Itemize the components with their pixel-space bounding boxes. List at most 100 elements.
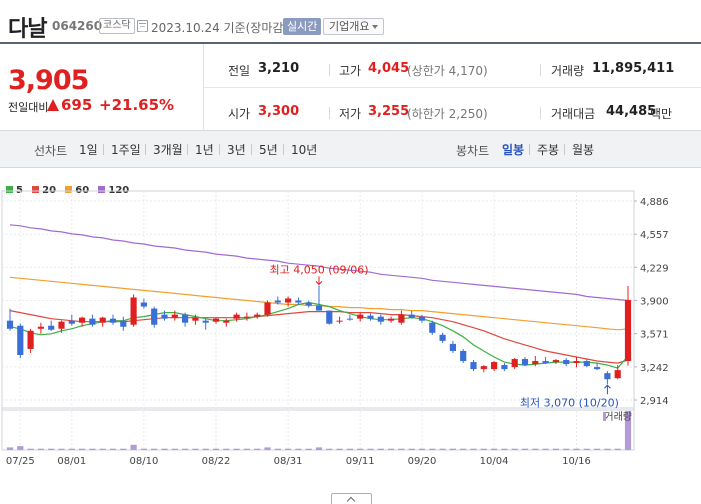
y-tick-label: 3,242 xyxy=(640,363,669,374)
tab-separator xyxy=(564,144,565,155)
volume-bar xyxy=(37,448,44,450)
change-label: 전일대비 xyxy=(8,101,49,114)
volume-bar xyxy=(491,448,498,450)
candle-body xyxy=(542,361,549,364)
candle-body xyxy=(398,314,405,323)
candle-body xyxy=(223,320,230,323)
candle-body xyxy=(89,318,96,325)
volume-bar xyxy=(573,448,580,450)
volume-legend-label: 거래량 xyxy=(604,411,632,423)
price-chart[interactable]: 5 20 60 120 4,886 4,557 4,229 3,900 3,571 3,2… xyxy=(0,168,701,504)
volume-bar xyxy=(429,448,436,450)
volume-bar xyxy=(161,448,168,450)
prev-close-value: 3,210 xyxy=(258,61,300,76)
tab-daily[interactable]: 일봉 xyxy=(502,143,525,157)
volume-bar xyxy=(130,444,137,450)
y-tick-label: 4,229 xyxy=(640,263,669,274)
candle-body xyxy=(254,314,261,317)
volume-bar xyxy=(79,448,86,450)
tab-3y[interactable]: 3년 xyxy=(227,143,246,157)
candle-body xyxy=(418,316,426,321)
volume-bar xyxy=(377,448,384,450)
calendar-icon xyxy=(137,20,148,32)
volume-bar xyxy=(563,448,570,450)
volume-bar xyxy=(594,448,601,450)
candle-body xyxy=(614,370,621,379)
tab-3m[interactable]: 3개월 xyxy=(153,143,183,157)
tab-separator xyxy=(103,144,104,155)
candle-body xyxy=(449,343,456,351)
candle-body xyxy=(305,302,312,306)
candle-body xyxy=(151,308,158,325)
volume-bar xyxy=(552,448,559,450)
tab-1y[interactable]: 1년 xyxy=(195,143,214,157)
volume-bar xyxy=(346,448,353,450)
stock-code: 064260 xyxy=(52,19,103,33)
separator xyxy=(540,64,541,76)
volume-bar xyxy=(233,448,240,450)
realtime-button[interactable]: 실시간 xyxy=(283,18,322,35)
candle-body xyxy=(388,318,395,321)
volume-label: 거래량 xyxy=(551,64,585,78)
chart-collapse-button[interactable] xyxy=(331,493,372,504)
y-tick-label: 2,914 xyxy=(640,396,669,407)
candle-body xyxy=(68,320,75,324)
tab-separator xyxy=(283,144,284,155)
candle-body xyxy=(79,317,86,323)
upper-limit: (상한가 4,170) xyxy=(407,64,488,78)
ma120-line xyxy=(9,224,629,302)
volume-bar xyxy=(202,448,209,450)
volume-bar xyxy=(624,411,632,450)
company-info-dropdown[interactable]: 기업개요 xyxy=(323,18,385,35)
prev-close-label: 전일 xyxy=(228,64,251,78)
tab-10y[interactable]: 10년 xyxy=(291,143,318,157)
up-triangle-icon xyxy=(47,99,59,111)
volume-bar xyxy=(460,448,467,450)
volume-bar xyxy=(151,448,158,450)
chevron-down-icon xyxy=(372,25,379,29)
volume-bar xyxy=(470,448,477,450)
tab-separator xyxy=(219,144,220,155)
tab-1w[interactable]: 1주일 xyxy=(111,143,141,157)
volume-bar xyxy=(439,448,446,450)
tab-monthly[interactable]: 월봉 xyxy=(572,143,595,157)
volume-bar xyxy=(27,448,34,450)
line-chart-label: 선차트 xyxy=(34,144,68,158)
volume-bar xyxy=(418,448,426,450)
low-label: 저가 xyxy=(339,107,362,121)
candle-body xyxy=(264,302,271,315)
volume-bar xyxy=(604,448,611,450)
company-info-label: 기업개요 xyxy=(329,20,370,33)
base-date: 2023.10.24 기준(장마감) xyxy=(151,21,289,35)
tab-5y[interactable]: 5년 xyxy=(259,143,278,157)
volume-bar xyxy=(532,448,539,450)
candle-body xyxy=(17,325,24,355)
x-tick-label: 09/20 xyxy=(408,456,437,467)
candle-body xyxy=(501,365,508,370)
candle-body xyxy=(460,350,467,362)
volume-bar xyxy=(305,448,312,450)
high-arrow-head xyxy=(315,281,323,286)
tab-weekly[interactable]: 주봉 xyxy=(537,143,560,157)
amount-unit: 백만 xyxy=(650,107,673,121)
candle-body xyxy=(58,321,65,329)
candle-body xyxy=(357,314,364,319)
volume-bar xyxy=(171,448,178,450)
volume-bar xyxy=(120,448,127,450)
low-value: 3,255 xyxy=(368,104,410,119)
volume-bar xyxy=(140,448,147,450)
quote-panel: 3,905 전일대비 695 +21.65% 전일 3,210 고가 4,045… xyxy=(0,44,701,131)
stock-name: 다날 xyxy=(8,17,47,42)
candle-body xyxy=(202,320,209,323)
volume-bar xyxy=(182,448,189,450)
candle-body xyxy=(192,317,199,321)
tab-1d[interactable]: 1일 xyxy=(79,143,98,157)
volume-bar xyxy=(501,448,508,450)
candle-body xyxy=(171,314,178,318)
candle-body xyxy=(161,314,168,319)
volume-bar xyxy=(295,448,302,450)
separator xyxy=(329,107,330,119)
candle-body xyxy=(336,320,343,322)
candle-body xyxy=(48,325,55,330)
volume-bar xyxy=(6,447,14,450)
